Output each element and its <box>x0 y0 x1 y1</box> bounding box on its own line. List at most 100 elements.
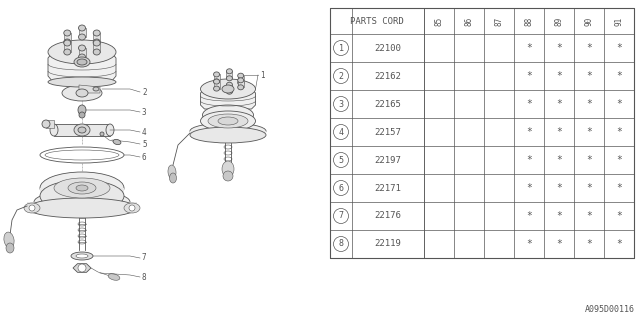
Ellipse shape <box>54 178 110 198</box>
Polygon shape <box>64 43 71 52</box>
Text: *: * <box>526 43 532 53</box>
Ellipse shape <box>106 124 114 136</box>
Ellipse shape <box>108 274 120 280</box>
Ellipse shape <box>222 85 234 93</box>
Ellipse shape <box>79 25 86 31</box>
Ellipse shape <box>214 86 220 91</box>
Text: 5: 5 <box>142 140 147 148</box>
Ellipse shape <box>93 49 100 55</box>
Ellipse shape <box>237 73 244 78</box>
Text: 22165: 22165 <box>374 100 401 108</box>
Text: *: * <box>526 155 532 165</box>
Bar <box>330 8 634 258</box>
Text: *: * <box>616 239 622 249</box>
Circle shape <box>129 205 135 211</box>
Ellipse shape <box>222 161 234 177</box>
Text: 90: 90 <box>584 16 593 26</box>
Ellipse shape <box>24 203 40 213</box>
Ellipse shape <box>202 105 253 125</box>
Ellipse shape <box>218 117 238 125</box>
Text: 86: 86 <box>465 16 474 26</box>
Text: 6: 6 <box>142 153 147 162</box>
Circle shape <box>333 41 349 55</box>
Text: 91: 91 <box>614 16 623 26</box>
Text: *: * <box>586 211 592 221</box>
Text: 1: 1 <box>260 70 264 79</box>
Ellipse shape <box>64 30 71 36</box>
Ellipse shape <box>76 254 88 258</box>
Ellipse shape <box>78 105 86 115</box>
Polygon shape <box>54 124 110 136</box>
Polygon shape <box>64 33 71 42</box>
Ellipse shape <box>223 171 233 181</box>
Text: 6: 6 <box>339 183 344 193</box>
Text: 22119: 22119 <box>374 239 401 249</box>
Ellipse shape <box>48 40 116 64</box>
Ellipse shape <box>64 40 71 46</box>
Polygon shape <box>214 75 220 81</box>
Ellipse shape <box>170 173 177 183</box>
Circle shape <box>29 205 35 211</box>
Text: 1: 1 <box>339 44 344 52</box>
Text: *: * <box>586 239 592 249</box>
Text: 89: 89 <box>554 16 563 26</box>
Circle shape <box>333 209 349 223</box>
Ellipse shape <box>93 87 99 91</box>
Ellipse shape <box>208 114 248 128</box>
Polygon shape <box>46 120 54 128</box>
Text: *: * <box>586 99 592 109</box>
Text: *: * <box>526 211 532 221</box>
Ellipse shape <box>48 77 116 87</box>
Ellipse shape <box>190 123 266 139</box>
Ellipse shape <box>190 127 266 143</box>
Text: *: * <box>556 211 562 221</box>
Text: 4: 4 <box>339 127 344 137</box>
Polygon shape <box>93 43 100 52</box>
Ellipse shape <box>93 39 100 45</box>
Text: 22162: 22162 <box>374 71 401 81</box>
Text: *: * <box>586 183 592 193</box>
Text: *: * <box>526 183 532 193</box>
Text: 22176: 22176 <box>374 212 401 220</box>
Text: *: * <box>616 99 622 109</box>
Text: 7: 7 <box>339 212 344 220</box>
Ellipse shape <box>227 82 232 87</box>
Ellipse shape <box>113 140 121 145</box>
Polygon shape <box>27 202 137 208</box>
Text: *: * <box>586 155 592 165</box>
Text: *: * <box>616 211 622 221</box>
Ellipse shape <box>34 190 130 214</box>
Text: *: * <box>616 183 622 193</box>
Ellipse shape <box>40 180 124 212</box>
Polygon shape <box>227 71 232 78</box>
Ellipse shape <box>79 45 86 51</box>
Text: 85: 85 <box>435 16 444 26</box>
Polygon shape <box>40 188 124 196</box>
Ellipse shape <box>79 54 86 60</box>
Ellipse shape <box>68 182 96 194</box>
Text: 2: 2 <box>142 87 147 97</box>
Circle shape <box>333 97 349 111</box>
Ellipse shape <box>237 78 244 83</box>
Ellipse shape <box>227 76 232 81</box>
Text: 22157: 22157 <box>374 127 401 137</box>
Ellipse shape <box>168 165 176 179</box>
Ellipse shape <box>40 172 124 204</box>
Text: 3: 3 <box>142 108 147 116</box>
Text: 22100: 22100 <box>374 44 401 52</box>
Text: PARTS CORD: PARTS CORD <box>350 17 404 26</box>
Ellipse shape <box>214 72 220 77</box>
Ellipse shape <box>27 198 137 218</box>
Text: *: * <box>556 99 562 109</box>
Ellipse shape <box>227 89 232 94</box>
Text: 22171: 22171 <box>374 183 401 193</box>
Ellipse shape <box>64 39 71 45</box>
Ellipse shape <box>214 79 220 84</box>
Text: 8: 8 <box>142 273 147 282</box>
Circle shape <box>333 124 349 140</box>
Text: *: * <box>556 127 562 137</box>
Text: 88: 88 <box>525 16 534 26</box>
Text: *: * <box>616 43 622 53</box>
Ellipse shape <box>76 185 88 191</box>
Text: *: * <box>616 71 622 81</box>
